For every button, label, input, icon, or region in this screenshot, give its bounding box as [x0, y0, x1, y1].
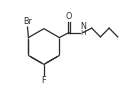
Text: F: F [42, 76, 46, 85]
Text: N: N [80, 22, 86, 31]
Text: O: O [66, 12, 72, 21]
Text: H: H [80, 30, 86, 36]
Text: Br: Br [23, 17, 32, 26]
